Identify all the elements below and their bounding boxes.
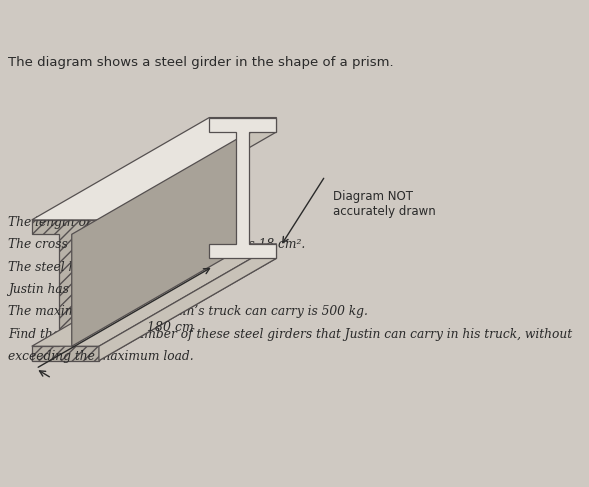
Text: The maximum load that Justin’s truck can carry is 500 kg.: The maximum load that Justin’s truck can… bbox=[8, 305, 368, 318]
Text: The diagram shows a steel girder in the shape of a prism.: The diagram shows a steel girder in the … bbox=[8, 56, 393, 69]
Polygon shape bbox=[32, 117, 276, 220]
Text: 180 cm: 180 cm bbox=[147, 321, 194, 334]
Polygon shape bbox=[32, 258, 276, 361]
Polygon shape bbox=[99, 117, 276, 234]
Text: Find the maximum number of these steel girders that Justin can carry in his truc: Find the maximum number of these steel g… bbox=[8, 328, 572, 341]
Text: Justin has a pickup truck.: Justin has a pickup truck. bbox=[8, 283, 166, 296]
Text: The length of the girder is 180 cm.: The length of the girder is 180 cm. bbox=[8, 216, 224, 229]
Polygon shape bbox=[32, 244, 276, 346]
Text: The cross sectional area of the girder is 18 cm².: The cross sectional area of the girder i… bbox=[8, 238, 305, 251]
Text: Diagram NOT
accurately drawn: Diagram NOT accurately drawn bbox=[333, 190, 436, 218]
Polygon shape bbox=[209, 117, 276, 258]
Text: exceeding the maximum load.: exceeding the maximum load. bbox=[8, 350, 193, 363]
Text: The steel has a density 7.8 g/cm³.: The steel has a density 7.8 g/cm³. bbox=[8, 261, 216, 274]
Polygon shape bbox=[99, 244, 276, 361]
Polygon shape bbox=[72, 132, 249, 346]
Polygon shape bbox=[32, 220, 99, 361]
